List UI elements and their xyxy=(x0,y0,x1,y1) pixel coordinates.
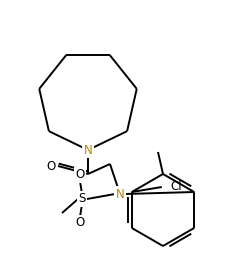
Text: Cl: Cl xyxy=(170,180,182,194)
Text: O: O xyxy=(75,216,84,230)
Text: N: N xyxy=(115,188,124,200)
Text: O: O xyxy=(75,169,84,182)
Text: S: S xyxy=(78,192,85,205)
Text: N: N xyxy=(83,144,92,156)
Text: O: O xyxy=(46,160,55,172)
